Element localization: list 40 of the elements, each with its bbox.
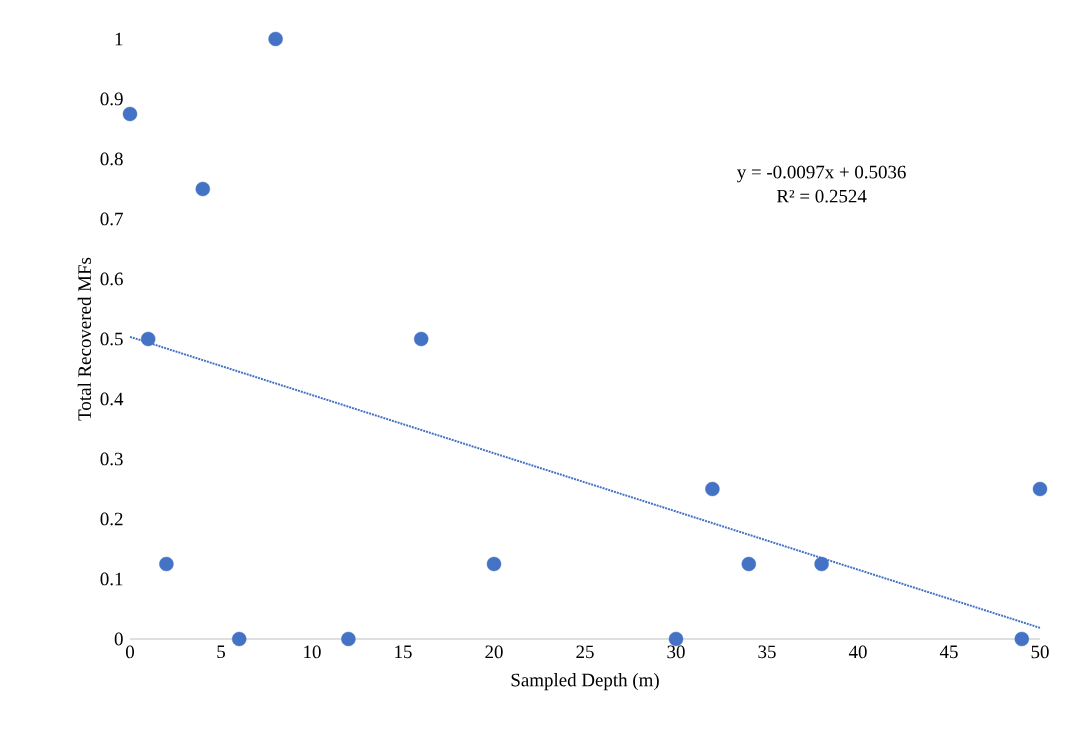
y-tick-label: 0.9 xyxy=(100,92,123,106)
y-tick-label: 0 xyxy=(114,632,123,646)
x-tick-label: 35 xyxy=(758,645,776,659)
point xyxy=(1032,481,1048,497)
y-tick-label: 0.5 xyxy=(100,332,123,346)
point xyxy=(232,631,247,647)
point xyxy=(141,331,156,347)
y-tick-label: 0.4 xyxy=(100,392,124,406)
point xyxy=(268,31,283,47)
point xyxy=(814,556,829,572)
point xyxy=(414,331,429,347)
y-tick-label: 0.8 xyxy=(100,152,123,166)
y-tick-label: 0.1 xyxy=(100,572,123,586)
y-tick-label: 1 xyxy=(115,32,123,46)
x-tick-label: 45 xyxy=(939,645,958,659)
y-tick-label: 0.2 xyxy=(100,512,123,526)
point xyxy=(741,556,756,572)
point xyxy=(159,556,174,572)
y-tick-label: 0.3 xyxy=(100,452,123,466)
x-axis-title: Sampled Depth (m) xyxy=(511,673,659,691)
x-tick-label: 25 xyxy=(576,645,594,659)
point xyxy=(341,631,356,647)
y-tick-label: 0.7 xyxy=(100,212,123,226)
x-tick-label: 40 xyxy=(848,645,867,659)
x-tick-label: 50 xyxy=(1031,645,1049,659)
annotation: y = -0.0097x + 0.5036 xyxy=(737,165,906,183)
point xyxy=(705,481,720,497)
x-tick-label: 5 xyxy=(217,645,225,659)
x-tick-label: 30 xyxy=(667,645,685,659)
y-axis-title: Total Recovered MFs xyxy=(77,257,92,421)
point xyxy=(1014,631,1029,647)
x-tick-label: 20 xyxy=(485,645,503,659)
x-tick-label: 0 xyxy=(125,645,134,659)
x-tick-label: 10 xyxy=(304,645,321,659)
annotation: R² = 0.2524 xyxy=(776,189,867,203)
point xyxy=(122,106,138,122)
y-tick-label: 0.6 xyxy=(100,272,123,286)
x-tick-label: 15 xyxy=(395,645,412,659)
point xyxy=(195,181,210,197)
point xyxy=(486,556,502,572)
